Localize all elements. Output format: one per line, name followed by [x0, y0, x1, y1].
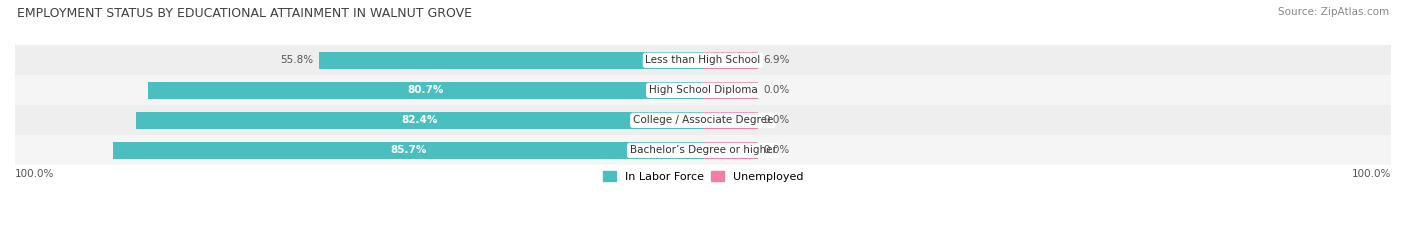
Text: Source: ZipAtlas.com: Source: ZipAtlas.com: [1278, 7, 1389, 17]
Text: 6.9%: 6.9%: [763, 55, 790, 65]
Text: Bachelor’s Degree or higher: Bachelor’s Degree or higher: [630, 145, 776, 155]
Text: College / Associate Degree: College / Associate Degree: [633, 115, 773, 125]
Text: 0.0%: 0.0%: [763, 145, 790, 155]
Bar: [15, 135, 1391, 165]
Text: 85.7%: 85.7%: [389, 145, 426, 155]
Bar: [703, 82, 758, 99]
Text: 100.0%: 100.0%: [1351, 169, 1391, 179]
Text: Less than High School: Less than High School: [645, 55, 761, 65]
Bar: [15, 75, 1391, 105]
Text: 55.8%: 55.8%: [280, 55, 314, 65]
Bar: [319, 51, 703, 69]
Bar: [148, 82, 703, 99]
Bar: [15, 105, 1391, 135]
Text: EMPLOYMENT STATUS BY EDUCATIONAL ATTAINMENT IN WALNUT GROVE: EMPLOYMENT STATUS BY EDUCATIONAL ATTAINM…: [17, 7, 472, 20]
Text: High School Diploma: High School Diploma: [648, 85, 758, 95]
Legend: In Labor Force, Unemployed: In Labor Force, Unemployed: [598, 167, 808, 186]
Text: 0.0%: 0.0%: [763, 115, 790, 125]
Text: 0.0%: 0.0%: [763, 85, 790, 95]
Bar: [114, 142, 703, 159]
Bar: [703, 51, 758, 69]
Text: 100.0%: 100.0%: [15, 169, 55, 179]
Bar: [15, 45, 1391, 75]
Text: 80.7%: 80.7%: [408, 85, 443, 95]
Bar: [136, 112, 703, 129]
Text: 82.4%: 82.4%: [401, 115, 437, 125]
Bar: [703, 112, 758, 129]
Bar: [703, 142, 758, 159]
